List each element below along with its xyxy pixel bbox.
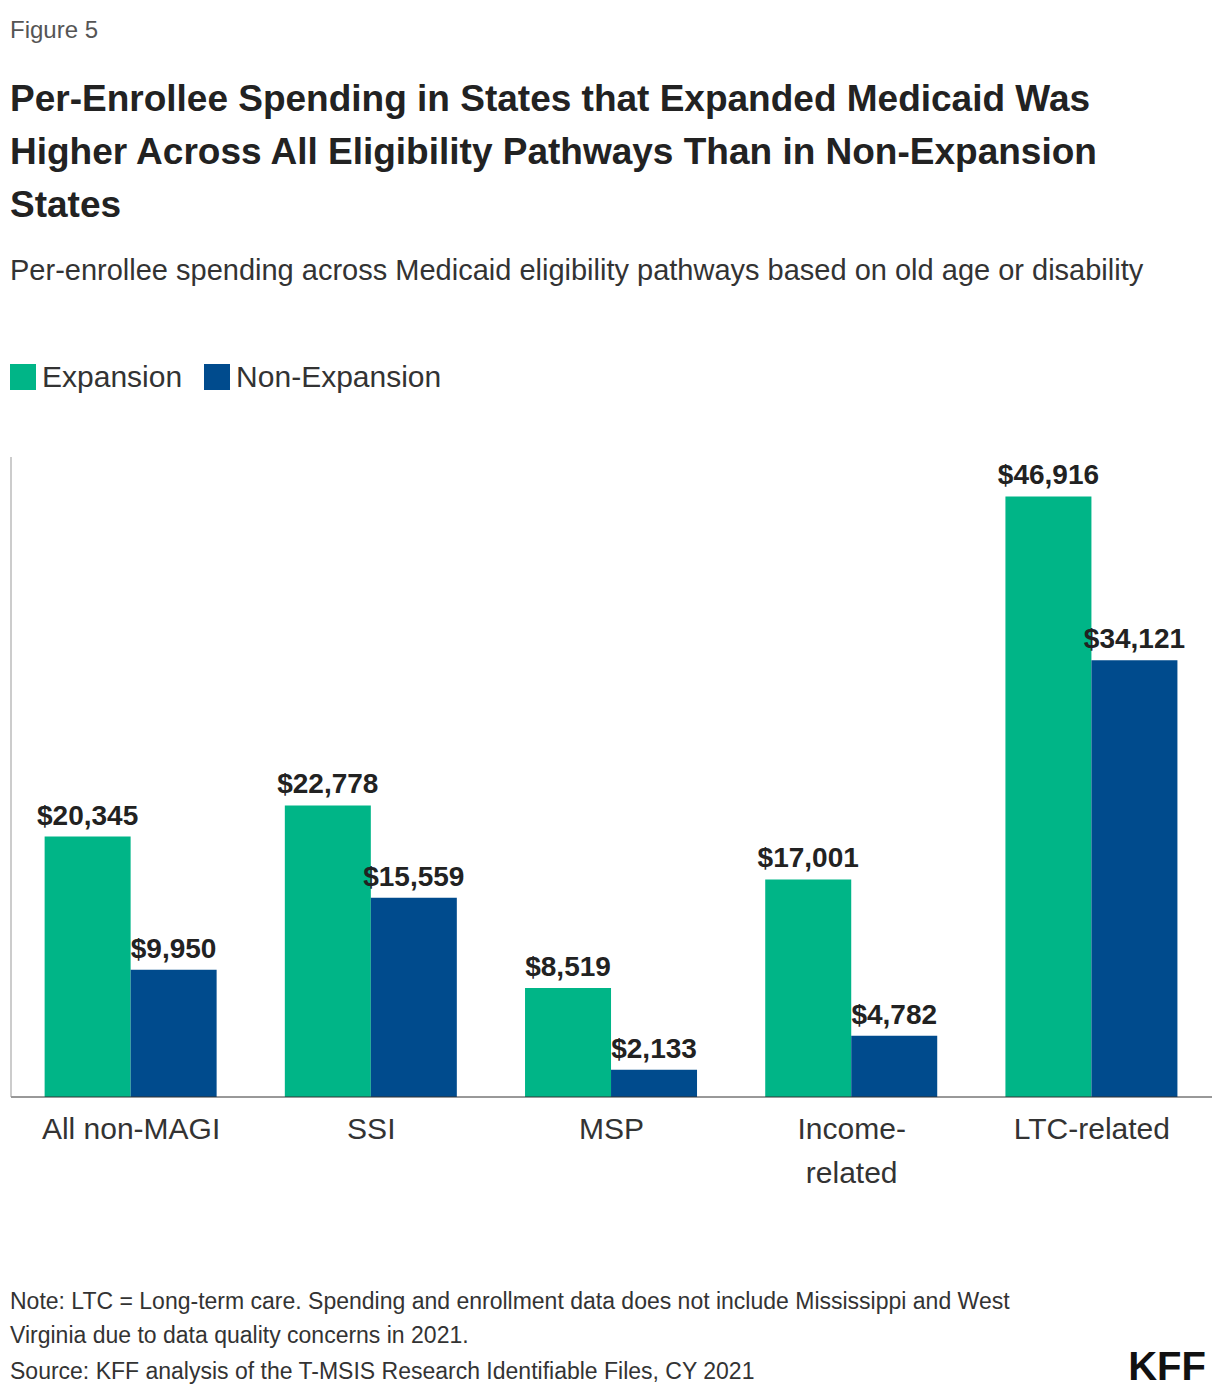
- svg-text:LTC-related: LTC-related: [1014, 1112, 1170, 1145]
- svg-text:$22,778: $22,778: [277, 768, 378, 799]
- svg-text:$4,782: $4,782: [851, 999, 937, 1030]
- svg-text:All non-MAGI: All non-MAGI: [42, 1112, 220, 1145]
- svg-text:Income-related: Income-related: [798, 1112, 906, 1189]
- svg-text:$2,133: $2,133: [611, 1033, 697, 1064]
- html-text:Non-Expansion: Non-Expansion: [236, 360, 442, 393]
- html-text:KFF: KFF: [1128, 1344, 1206, 1388]
- html-text:Per-Enrollee Spending in State: Per-Enrollee Spending in States that Exp…: [10, 78, 1097, 225]
- html-text:Figure 5: Figure 5: [10, 16, 98, 43]
- svg-text:$8,519: $8,519: [525, 951, 611, 982]
- html-text:Source: KFF analysis of the T-: Source: KFF analysis of the T-MSIS Resea…: [10, 1358, 755, 1384]
- html-text:Per-enrollee spending across M: Per-enrollee spending across Medicaid el…: [10, 254, 1144, 286]
- svg-text:SSI: SSI: [347, 1112, 395, 1145]
- svg-text:$20,345: $20,345: [37, 800, 138, 831]
- html-text:Expansion: Expansion: [42, 360, 183, 393]
- svg-text:$34,121: $34,121: [1084, 623, 1185, 654]
- svg-text:MSP: MSP: [579, 1112, 644, 1145]
- html-text:Note: LTC = Long-term care. Sp: Note: LTC = Long-term care. Spending and…: [10, 1288, 1010, 1348]
- svg-text:$15,559: $15,559: [363, 861, 464, 892]
- svg-text:$46,916: $46,916: [998, 459, 1099, 490]
- svg-text:$9,950: $9,950: [131, 933, 217, 964]
- svg-text:$17,001: $17,001: [758, 842, 859, 873]
